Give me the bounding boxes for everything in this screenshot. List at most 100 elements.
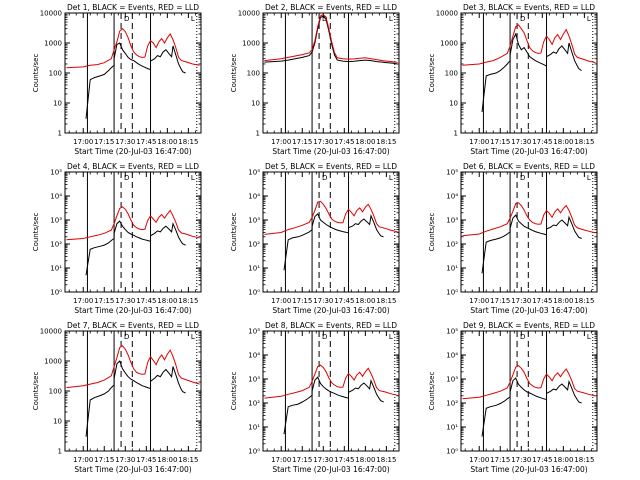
x-axis-label: Start Time (20-Jul-03 16:47:00) <box>272 147 389 156</box>
flag-label: L <box>191 333 195 341</box>
x-tick-label: 17:15 <box>94 297 114 305</box>
x-tick-label: 17:45 <box>532 456 552 464</box>
series-events-line <box>85 42 186 119</box>
plot-frame <box>262 12 400 134</box>
x-tick-label: 18:15 <box>376 297 396 305</box>
y-tick-label: 1 <box>58 130 62 138</box>
x-tick-label: 17:00 <box>73 297 93 305</box>
x-tick-label: 17:15 <box>490 456 510 464</box>
y-tick-label: 10 <box>251 100 260 108</box>
x-tick-label: 17:30 <box>115 297 135 305</box>
x-tick-label: 17:30 <box>511 456 531 464</box>
chart-panel-7: Det 7, BLACK = Events, RED = LLD Counts/s… <box>32 321 202 474</box>
y-tick-label: 10⁵ <box>248 328 260 336</box>
x-tick-label: 18:00 <box>355 456 375 464</box>
chart-panel-1: Det 1, BLACK = Events, RED = LLD Counts/s… <box>32 3 202 156</box>
x-tick-label: 18:00 <box>157 138 177 146</box>
series-lld-line <box>66 206 200 241</box>
series-events-line <box>85 220 186 276</box>
series-lld-line <box>264 13 398 63</box>
y-tick-label: 10² <box>446 400 458 408</box>
plot-frame <box>460 171 598 293</box>
plot-frame <box>460 330 598 452</box>
x-tick-label: 17:45 <box>136 138 156 146</box>
chart-title: Det 4, BLACK = Events, RED = LLD <box>67 162 199 171</box>
series-lld-line <box>462 24 596 66</box>
y-tick-label: 1 <box>256 130 260 138</box>
series-lld-line <box>264 200 398 235</box>
series-events-line <box>283 376 384 435</box>
chart-title: Det 7, BLACK = Events, RED = LLD <box>67 321 199 330</box>
x-tick-label: 18:00 <box>355 138 375 146</box>
y-tick-label: 10⁰ <box>446 448 458 456</box>
chart-title: Det 5, BLACK = Events, RED = LLD <box>265 162 397 171</box>
x-tick-label: 17:15 <box>490 138 510 146</box>
x-tick-label: 17:45 <box>334 297 354 305</box>
y-tick-label: 10⁴ <box>248 193 260 201</box>
chart-panel-6: Det 6, BLACK = Events, RED = LLD Counts/s… <box>428 162 598 315</box>
y-axis-label: Counts/sec <box>32 213 40 252</box>
x-tick-label: 17:15 <box>292 138 312 146</box>
y-tick-label: 10⁵ <box>248 169 260 177</box>
chart-panel-3: Det 3, BLACK = Events, RED = LLD Counts/s… <box>428 3 598 156</box>
chart-panel-4: Det 4, BLACK = Events, RED = LLD Counts/s… <box>32 162 202 315</box>
flag-label: D <box>322 333 327 341</box>
x-tick-label: 17:00 <box>73 456 93 464</box>
x-tick-label: 17:45 <box>136 456 156 464</box>
x-axis-label: Start Time (20-Jul-03 16:47:00) <box>470 465 587 474</box>
x-tick-label: 17:15 <box>94 456 114 464</box>
x-tick-label: 17:00 <box>271 456 291 464</box>
y-tick-label: 100 <box>49 70 62 78</box>
x-tick-label: 18:15 <box>574 456 594 464</box>
flag-label: D <box>322 15 327 23</box>
y-tick-label: 10¹ <box>248 424 260 432</box>
chart-panel-5: Det 5, BLACK = Events, RED = LLD Counts/s… <box>230 162 400 315</box>
y-tick-label: 10⁴ <box>446 352 458 360</box>
x-tick-label: 17:15 <box>94 138 114 146</box>
x-tick-label: 17:00 <box>469 297 489 305</box>
series-events-line <box>481 214 582 274</box>
x-tick-label: 18:00 <box>355 297 375 305</box>
x-tick-label: 17:15 <box>490 297 510 305</box>
x-tick-label: 17:30 <box>511 138 531 146</box>
flag-label: L <box>389 174 393 182</box>
series-lld-line <box>462 202 596 237</box>
x-tick-label: 17:30 <box>313 297 333 305</box>
y-tick-label: 10⁰ <box>50 289 62 297</box>
y-tick-label: 10² <box>50 241 62 249</box>
y-axis-label: Counts/sec <box>32 54 40 93</box>
flag-label: L <box>587 333 591 341</box>
y-axis-label: Counts/sec <box>230 372 238 411</box>
x-axis-label: Start Time (20-Jul-03 16:47:00) <box>74 465 191 474</box>
plot-frame <box>262 171 400 293</box>
plot-frame <box>64 12 202 134</box>
y-tick-label: 10 <box>53 418 62 426</box>
y-tick-label: 10² <box>446 241 458 249</box>
y-tick-label: 10000 <box>436 10 458 18</box>
y-tick-label: 10⁴ <box>446 193 458 201</box>
x-tick-label: 18:15 <box>574 297 594 305</box>
x-tick-label: 17:30 <box>511 297 531 305</box>
flag-label: L <box>389 333 393 341</box>
chart-title: Det 8, BLACK = Events, RED = LLD <box>265 321 397 330</box>
y-tick-label: 10¹ <box>446 265 458 273</box>
flag-label: L <box>587 174 591 182</box>
plot-frame <box>64 330 202 452</box>
series-lld-line <box>66 345 200 389</box>
x-tick-label: 17:30 <box>313 138 333 146</box>
flag-label: L <box>191 174 195 182</box>
flag-label: D <box>520 333 525 341</box>
x-tick-label: 17:30 <box>115 138 135 146</box>
chart-title: Det 2, BLACK = Events, RED = LLD <box>265 3 397 12</box>
x-axis-label: Start Time (20-Jul-03 16:47:00) <box>470 147 587 156</box>
x-tick-label: 17:30 <box>313 456 333 464</box>
y-tick-label: 10³ <box>50 217 62 225</box>
chart-title: Det 3, BLACK = Events, RED = LLD <box>463 3 595 12</box>
x-tick-label: 18:00 <box>553 456 573 464</box>
flag-label: L <box>389 15 393 23</box>
x-axis-label: Start Time (20-Jul-03 16:47:00) <box>74 147 191 156</box>
chart-title: Det 1, BLACK = Events, RED = LLD <box>67 3 199 12</box>
x-axis-label: Start Time (20-Jul-03 16:47:00) <box>74 306 191 315</box>
y-tick-label: 10³ <box>248 217 260 225</box>
